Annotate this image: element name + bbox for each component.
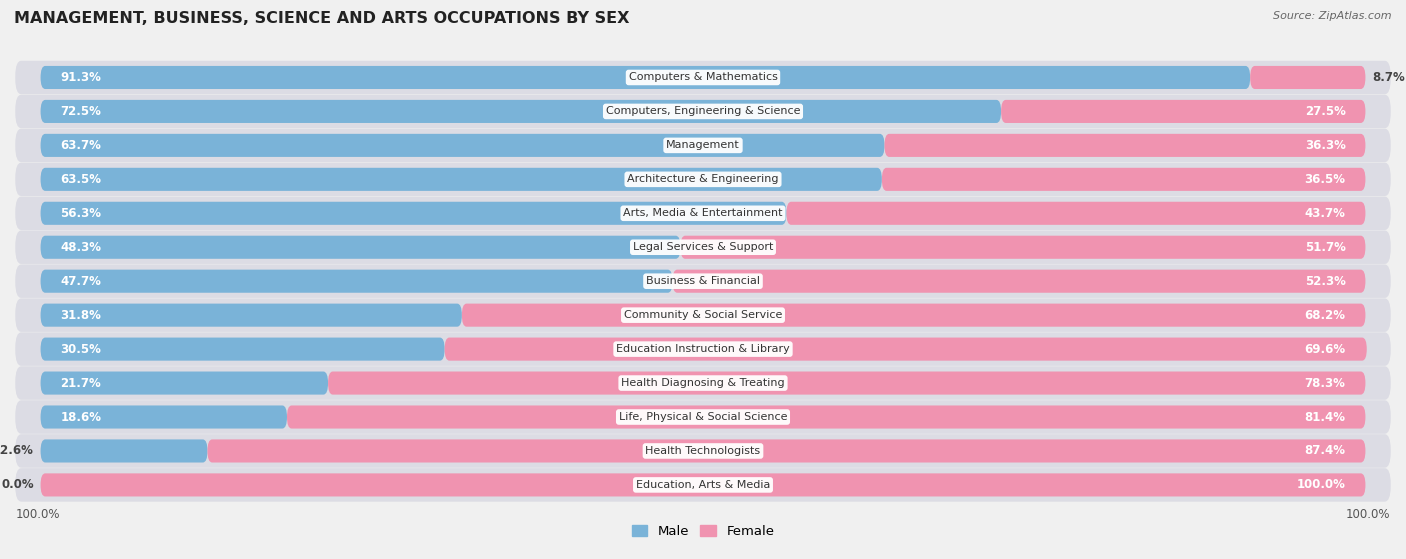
FancyBboxPatch shape bbox=[15, 163, 1391, 196]
Text: 36.5%: 36.5% bbox=[1305, 173, 1346, 186]
FancyBboxPatch shape bbox=[15, 434, 1391, 468]
Text: Computers, Engineering & Science: Computers, Engineering & Science bbox=[606, 106, 800, 116]
FancyBboxPatch shape bbox=[15, 231, 1391, 264]
Text: 43.7%: 43.7% bbox=[1305, 207, 1346, 220]
FancyBboxPatch shape bbox=[1001, 100, 1365, 123]
FancyBboxPatch shape bbox=[41, 439, 208, 462]
FancyBboxPatch shape bbox=[41, 269, 672, 293]
Text: 87.4%: 87.4% bbox=[1305, 444, 1346, 457]
FancyBboxPatch shape bbox=[15, 197, 1391, 230]
FancyBboxPatch shape bbox=[41, 338, 444, 361]
FancyBboxPatch shape bbox=[15, 333, 1391, 366]
Text: Management: Management bbox=[666, 140, 740, 150]
FancyBboxPatch shape bbox=[463, 304, 1365, 326]
FancyBboxPatch shape bbox=[208, 439, 1365, 462]
Text: Arts, Media & Entertainment: Arts, Media & Entertainment bbox=[623, 209, 783, 219]
FancyBboxPatch shape bbox=[15, 366, 1391, 400]
Text: 81.4%: 81.4% bbox=[1305, 410, 1346, 424]
FancyBboxPatch shape bbox=[15, 95, 1391, 128]
FancyBboxPatch shape bbox=[41, 134, 884, 157]
FancyBboxPatch shape bbox=[15, 264, 1391, 298]
FancyBboxPatch shape bbox=[41, 66, 1250, 89]
FancyBboxPatch shape bbox=[15, 468, 1391, 501]
Text: 56.3%: 56.3% bbox=[60, 207, 101, 220]
FancyBboxPatch shape bbox=[15, 400, 1391, 434]
FancyBboxPatch shape bbox=[672, 269, 1365, 293]
Text: Education Instruction & Library: Education Instruction & Library bbox=[616, 344, 790, 354]
FancyBboxPatch shape bbox=[41, 405, 287, 429]
FancyBboxPatch shape bbox=[15, 61, 1391, 94]
Text: 30.5%: 30.5% bbox=[60, 343, 101, 356]
FancyBboxPatch shape bbox=[41, 372, 328, 395]
Text: 31.8%: 31.8% bbox=[60, 309, 101, 321]
FancyBboxPatch shape bbox=[41, 168, 882, 191]
Text: Health Technologists: Health Technologists bbox=[645, 446, 761, 456]
FancyBboxPatch shape bbox=[15, 264, 1391, 298]
Text: 100.0%: 100.0% bbox=[1296, 479, 1346, 491]
FancyBboxPatch shape bbox=[15, 197, 1391, 230]
Text: 27.5%: 27.5% bbox=[1305, 105, 1346, 118]
FancyBboxPatch shape bbox=[328, 372, 1365, 395]
FancyBboxPatch shape bbox=[15, 61, 1391, 94]
Text: 72.5%: 72.5% bbox=[60, 105, 101, 118]
Legend: Male, Female: Male, Female bbox=[626, 520, 780, 543]
FancyBboxPatch shape bbox=[681, 236, 1365, 259]
Text: 48.3%: 48.3% bbox=[60, 241, 101, 254]
Text: Community & Social Service: Community & Social Service bbox=[624, 310, 782, 320]
FancyBboxPatch shape bbox=[41, 473, 1365, 496]
Text: 12.6%: 12.6% bbox=[0, 444, 34, 457]
Text: Health Diagnosing & Treating: Health Diagnosing & Treating bbox=[621, 378, 785, 388]
Text: 47.7%: 47.7% bbox=[60, 274, 101, 288]
FancyBboxPatch shape bbox=[287, 405, 1365, 429]
FancyBboxPatch shape bbox=[15, 299, 1391, 332]
Text: 51.7%: 51.7% bbox=[1305, 241, 1346, 254]
FancyBboxPatch shape bbox=[15, 333, 1391, 366]
Text: 52.3%: 52.3% bbox=[1305, 274, 1346, 288]
FancyBboxPatch shape bbox=[15, 468, 1391, 501]
Text: Architecture & Engineering: Architecture & Engineering bbox=[627, 174, 779, 184]
FancyBboxPatch shape bbox=[786, 202, 1365, 225]
Text: 63.5%: 63.5% bbox=[60, 173, 101, 186]
FancyBboxPatch shape bbox=[15, 129, 1391, 162]
FancyBboxPatch shape bbox=[884, 134, 1365, 157]
FancyBboxPatch shape bbox=[41, 202, 786, 225]
Text: 78.3%: 78.3% bbox=[1305, 377, 1346, 390]
Text: 100.0%: 100.0% bbox=[15, 508, 60, 521]
FancyBboxPatch shape bbox=[41, 100, 1001, 123]
Text: Business & Financial: Business & Financial bbox=[645, 276, 761, 286]
Text: Computers & Mathematics: Computers & Mathematics bbox=[628, 73, 778, 83]
Text: Source: ZipAtlas.com: Source: ZipAtlas.com bbox=[1274, 11, 1392, 21]
Text: Education, Arts & Media: Education, Arts & Media bbox=[636, 480, 770, 490]
Text: 91.3%: 91.3% bbox=[60, 71, 101, 84]
FancyBboxPatch shape bbox=[15, 231, 1391, 264]
Text: MANAGEMENT, BUSINESS, SCIENCE AND ARTS OCCUPATIONS BY SEX: MANAGEMENT, BUSINESS, SCIENCE AND ARTS O… bbox=[14, 11, 630, 26]
FancyBboxPatch shape bbox=[15, 163, 1391, 196]
FancyBboxPatch shape bbox=[41, 304, 463, 326]
Text: 18.6%: 18.6% bbox=[60, 410, 101, 424]
Text: 0.0%: 0.0% bbox=[1, 479, 34, 491]
FancyBboxPatch shape bbox=[15, 299, 1391, 332]
FancyBboxPatch shape bbox=[882, 168, 1365, 191]
FancyBboxPatch shape bbox=[15, 434, 1391, 468]
Text: 68.2%: 68.2% bbox=[1305, 309, 1346, 321]
Text: Legal Services & Support: Legal Services & Support bbox=[633, 242, 773, 252]
Text: 8.7%: 8.7% bbox=[1372, 71, 1405, 84]
FancyBboxPatch shape bbox=[15, 366, 1391, 400]
Text: 21.7%: 21.7% bbox=[60, 377, 101, 390]
Text: 63.7%: 63.7% bbox=[60, 139, 101, 152]
Text: 100.0%: 100.0% bbox=[1346, 508, 1391, 521]
FancyBboxPatch shape bbox=[15, 400, 1391, 434]
FancyBboxPatch shape bbox=[1250, 66, 1365, 89]
Text: 69.6%: 69.6% bbox=[1305, 343, 1346, 356]
FancyBboxPatch shape bbox=[41, 236, 681, 259]
Text: Life, Physical & Social Science: Life, Physical & Social Science bbox=[619, 412, 787, 422]
FancyBboxPatch shape bbox=[15, 129, 1391, 162]
FancyBboxPatch shape bbox=[444, 338, 1367, 361]
FancyBboxPatch shape bbox=[15, 95, 1391, 128]
Text: 36.3%: 36.3% bbox=[1305, 139, 1346, 152]
